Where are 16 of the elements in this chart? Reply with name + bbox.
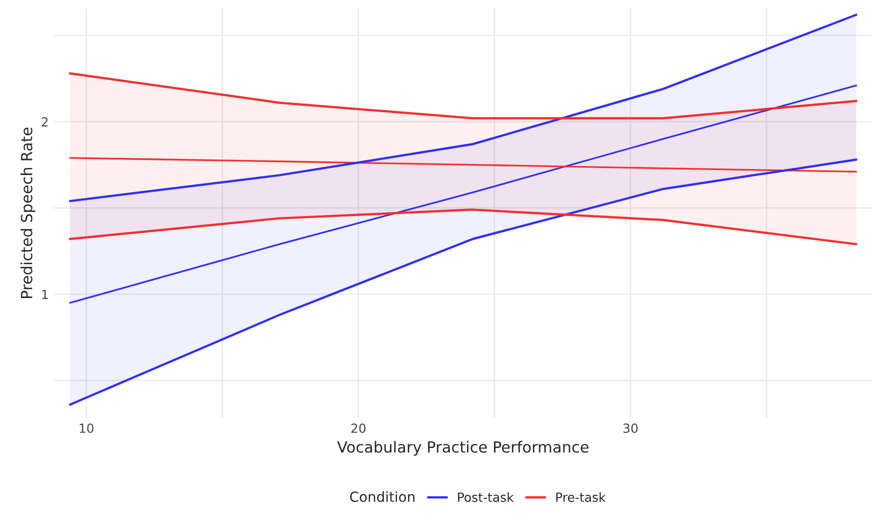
line-series bbox=[68, 72, 858, 120]
legend-title: Condition bbox=[350, 491, 414, 502]
line-series bbox=[68, 14, 858, 202]
x-tick-label: 20 bbox=[351, 423, 366, 433]
legend-label: Pre-task bbox=[556, 492, 606, 502]
line-series bbox=[69, 84, 858, 304]
y-axis-title: Predicted Speech Rate bbox=[20, 128, 36, 298]
line-series bbox=[69, 157, 858, 173]
y-tick-label: 2 bbox=[42, 117, 48, 126]
line-series bbox=[68, 158, 858, 406]
x-tick-label: 30 bbox=[623, 423, 638, 433]
y-tick-label: 1 bbox=[42, 290, 48, 299]
legend-label: Post-task bbox=[458, 492, 514, 502]
line-series bbox=[68, 208, 858, 246]
x-axis-title: Vocabulary Practice Performance bbox=[337, 440, 588, 456]
x-tick-label: 10 bbox=[80, 423, 94, 433]
